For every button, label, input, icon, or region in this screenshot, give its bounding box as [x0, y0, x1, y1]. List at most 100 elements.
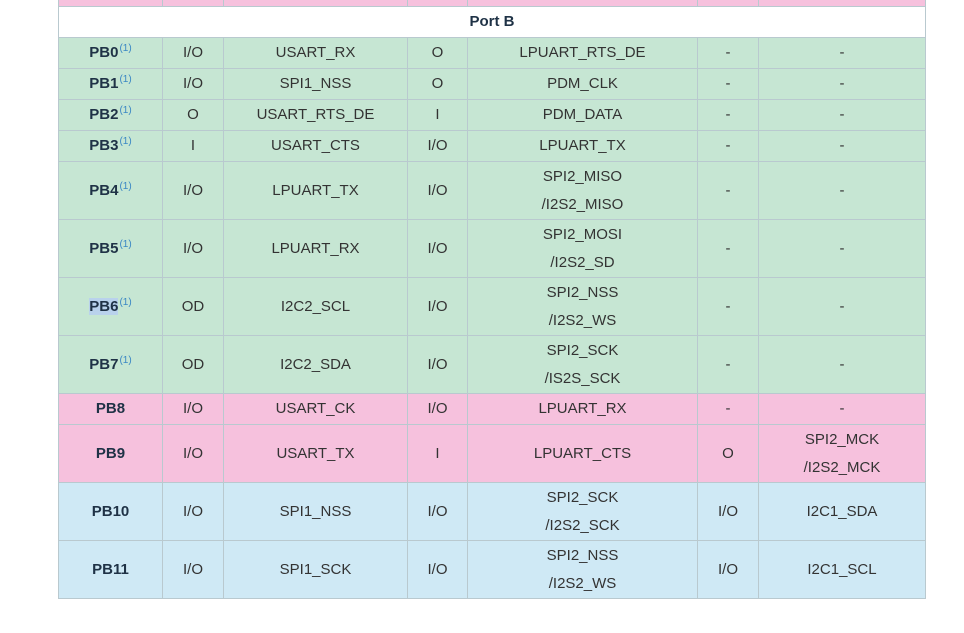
function-cell-line: I2C2_SDA — [280, 355, 351, 373]
function-cell-line: - — [839, 181, 845, 199]
function-cell: I2C1_SDA — [758, 482, 926, 541]
pin-name-cell: PB1(1) — [58, 68, 163, 100]
pin-name: PB4 — [89, 181, 119, 199]
direction-cell: O — [162, 99, 224, 131]
function-cell-line: I2C2_SCL — [280, 297, 351, 315]
table-row: PB6(1) OD I2C2_SCL I/O SPI2_NSS/I2S2_WS - - — [58, 277, 926, 336]
table-row: PB8 I/O USART_CK I/O LPUART_RX - - — [58, 393, 926, 425]
pin-name: PB11 — [92, 560, 129, 578]
footnote-link[interactable]: (1) — [119, 136, 132, 147]
direction-cell: I/O — [162, 482, 224, 541]
direction-cell: I/O — [407, 277, 468, 336]
direction-cell: I/O — [407, 540, 468, 599]
function-cell: LPUART_RX — [467, 393, 698, 425]
direction-cell: I/O — [407, 482, 468, 541]
footnote-link[interactable]: (1) — [119, 74, 132, 85]
function-cell: LPUART_TX — [467, 130, 698, 162]
pin-name: PB7 — [89, 355, 119, 373]
pin-name-cell: PB5(1) — [58, 219, 163, 278]
table-row: PB10 I/O SPI1_NSS I/O SPI2_SCK/I2S2_SCK I/O I2… — [58, 482, 926, 541]
direction-cell: O — [407, 37, 468, 69]
pin-name-cell: PB3(1) — [58, 130, 163, 162]
function-cell-line: SPI2_MOSI — [542, 225, 623, 243]
direction-cell: - — [697, 277, 759, 336]
table-row: PB2(1) O USART_RTS_DE I PDM_DATA - - — [58, 99, 926, 131]
function-cell: SPI2_SCK/I2S2_SCK — [467, 482, 698, 541]
function-cell: USART_CTS — [223, 130, 408, 162]
function-cell-line: - — [839, 137, 845, 154]
function-cell: I2C2_SDA — [223, 335, 408, 394]
pin-name: PB3 — [89, 137, 119, 154]
function-cell: SPI2_MOSI/I2S2_SD — [467, 219, 698, 278]
pin-name: PB9 — [95, 444, 126, 462]
footnote-link[interactable]: (1) — [119, 238, 132, 250]
pin-name: PB8 — [95, 400, 126, 417]
function-cell: LPUART_RTS_DE — [467, 37, 698, 69]
function-cell: USART_RTS_DE — [223, 99, 408, 131]
direction-cell: - — [697, 68, 759, 100]
function-cell: SPI2_NSS/I2S2_WS — [467, 540, 698, 599]
function-cell: - — [758, 37, 926, 69]
pin-name-cell: PB10 — [58, 482, 163, 541]
direction-cell: I/O — [162, 37, 224, 69]
function-cell: PDM_CLK — [467, 68, 698, 100]
function-cell-line: - — [839, 44, 845, 61]
function-cell-line: PDM_CLK — [547, 75, 618, 92]
section-title: Port B — [58, 6, 926, 38]
function-cell-line: /I2S2_WS — [548, 311, 617, 329]
table-row: PB0(1) I/O USART_RX O LPUART_RTS_DE - - — [58, 37, 926, 69]
function-cell: USART_RX — [223, 37, 408, 69]
pin-name: PB5 — [89, 239, 119, 257]
function-cell: SPI2_MISO/I2S2_MISO — [467, 161, 698, 220]
function-cell: - — [758, 68, 926, 100]
table-row: PB5(1) I/O LPUART_RX I/O SPI2_MOSI/I2S2_SD - - — [58, 219, 926, 278]
footnote-link[interactable]: (1) — [119, 354, 132, 366]
direction-cell: I — [162, 130, 224, 162]
direction-cell: O — [697, 424, 759, 483]
function-cell-line: - — [839, 106, 845, 123]
table-row: PB4(1) I/O LPUART_TX I/O SPI2_MISO/I2S2_MISO… — [58, 161, 926, 220]
footnote-link[interactable]: (1) — [119, 105, 132, 116]
pin-name: PB10 — [91, 502, 130, 520]
footnote-link[interactable]: (1) — [119, 43, 132, 54]
direction-cell: O — [407, 68, 468, 100]
function-cell-line: LPUART_RX — [538, 400, 627, 417]
function-cell: - — [758, 277, 926, 336]
function-cell: USART_TX — [223, 424, 408, 483]
footnote-link[interactable]: (1) — [119, 180, 132, 192]
function-cell-line: /I2S2_MISO — [541, 195, 624, 213]
direction-cell: I/O — [162, 424, 224, 483]
direction-cell: I/O — [697, 540, 759, 599]
function-cell-line: SPI2_NSS — [546, 283, 619, 301]
function-cell: LPUART_CTS — [467, 424, 698, 483]
function-cell-line: SPI2_SCK — [546, 341, 619, 359]
function-cell-line: /I2S2_SD — [550, 253, 615, 271]
table-row: PB3(1) I USART_CTS I/O LPUART_TX - - — [58, 130, 926, 162]
function-cell-line: LPUART_RTS_DE — [519, 44, 646, 61]
direction-cell: OD — [162, 335, 224, 394]
direction-cell: - — [697, 335, 759, 394]
function-cell-line: /I2S2_MCK — [803, 458, 881, 476]
direction-cell: I/O — [162, 540, 224, 599]
direction-cell: I/O — [162, 68, 224, 100]
function-cell-line: /IS2S_SCK — [544, 369, 621, 387]
function-cell: LPUART_TX — [223, 161, 408, 220]
function-cell: - — [758, 130, 926, 162]
table-row: PB9 I/O USART_TX I LPUART_CTS O SPI2_MCK/I2S2_… — [58, 424, 926, 483]
direction-cell: - — [697, 37, 759, 69]
table-row: PB1(1) I/O SPI1_NSS O PDM_CLK - - — [58, 68, 926, 100]
function-cell: SPI1_NSS — [223, 68, 408, 100]
previous-section-row — [58, 0, 926, 7]
function-cell-line: SPI1_NSS — [279, 502, 352, 520]
footnote-link[interactable]: (1) — [119, 296, 132, 308]
function-cell-line: - — [839, 297, 845, 315]
function-cell: SPI2_MCK/I2S2_MCK — [758, 424, 926, 483]
direction-cell: - — [697, 130, 759, 162]
function-cell-line: SPI2_MCK — [804, 430, 880, 448]
function-cell-line: USART_RX — [275, 44, 356, 61]
pin-name-cell: PB6(1) — [58, 277, 163, 336]
direction-cell: I/O — [407, 335, 468, 394]
function-cell-line: - — [839, 355, 845, 373]
section-header-row: Port B — [58, 6, 926, 38]
function-cell-line: SPI1_NSS — [279, 75, 352, 92]
